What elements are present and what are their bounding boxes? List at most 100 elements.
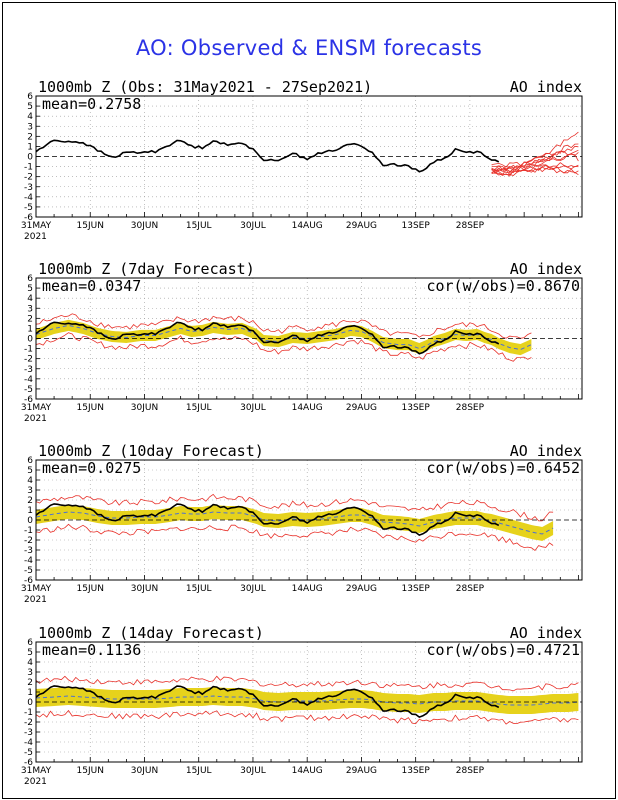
y-tick-label: 1 (27, 324, 33, 334)
panel-3: 1000mb Z (10day Forecast) AO index 6543210… (21, 442, 583, 605)
mean-stat: mean=0.2758 (42, 95, 141, 113)
y-tick-label: 6 (27, 638, 33, 648)
x-tick-label: 30JUL (240, 766, 266, 776)
panel-right-label: AO index (510, 442, 582, 460)
x-tick-label: 14AUG (292, 403, 323, 413)
y-tick-label: 4 (27, 658, 33, 668)
x-tick-label: 31MAY (21, 221, 52, 231)
y-tick-label: 0 (27, 335, 33, 345)
forecast-member-line (491, 131, 579, 174)
panel-right-label: AO index (510, 624, 582, 642)
x-tick-label: 30JUN (131, 221, 158, 231)
x-tick-label: 15JUL (186, 221, 212, 231)
y-tick-label: -2 (24, 355, 33, 365)
x-tick-label: 13SEP (402, 584, 431, 594)
forecast-member-line (491, 165, 579, 171)
mean-stat: mean=0.1136 (42, 641, 141, 659)
x-tick-label: 31MAY (21, 584, 52, 594)
y-tick-label: 2 (27, 678, 33, 688)
y-tick-label: 3 (27, 668, 33, 678)
envelope-lower (36, 523, 554, 552)
x-tick-label: 30JUL (240, 403, 266, 413)
y-tick-label: 3 (27, 486, 33, 496)
x-tick-label: 28SEP (456, 403, 485, 413)
x-tick-label: 15JUL (186, 403, 212, 413)
y-tick-label: 5 (27, 466, 33, 476)
x-tick-label: 29AUG (346, 766, 377, 776)
x-tick-label: 28SEP (456, 584, 485, 594)
correlation-stat: cor(w/obs)=0.8670 (426, 277, 580, 295)
y-tick-label: 3 (27, 304, 33, 314)
observed-line (36, 685, 500, 718)
y-tick-label: 3 (27, 122, 33, 132)
ensemble-spread (36, 319, 532, 356)
envelope-upper (36, 313, 532, 339)
x-tick-label: 30JUL (240, 221, 266, 231)
x-tick-label: 15JUN (77, 584, 104, 594)
observed-line (36, 139, 500, 173)
y-tick-label: -5 (24, 566, 33, 576)
plot-area (36, 313, 582, 362)
y-tick-label: -5 (24, 748, 33, 758)
forecast-member-line (491, 149, 579, 168)
y-tick-label: 2 (27, 314, 33, 324)
y-tick-label: -4 (24, 193, 33, 203)
x-tick-label: 29AUG (346, 221, 377, 231)
y-tick-label: -6 (24, 758, 33, 768)
y-tick-label: 0 (27, 516, 33, 526)
y-tick-label: 0 (27, 153, 33, 163)
figure-title: AO: Observed & ENSM forecasts (135, 36, 483, 60)
y-tick-label: 1 (27, 142, 33, 152)
y-tick-label: 2 (27, 496, 33, 506)
y-tick-label: -4 (24, 556, 33, 566)
correlation-stat: cor(w/obs)=0.4721 (426, 641, 580, 659)
panel-title: 1000mb Z (7day Forecast) (38, 260, 255, 278)
y-tick-label: -6 (24, 576, 33, 586)
y-tick-label: 6 (27, 92, 33, 102)
year-label: 2021 (24, 414, 47, 424)
y-tick-label: 2 (27, 132, 33, 142)
panel-right-label: AO index (510, 260, 582, 278)
x-tick-label: 30JUL (240, 584, 266, 594)
x-tick-label: 30JUN (131, 584, 158, 594)
envelope-lower (36, 332, 532, 362)
panel-title: 1000mb Z (14day Forecast) (38, 624, 264, 642)
x-tick-label: 30JUN (131, 403, 158, 413)
x-tick-label: 14AUG (292, 584, 323, 594)
envelope-upper (36, 675, 579, 692)
y-tick-label: 6 (27, 456, 33, 466)
y-tick-label: -2 (24, 718, 33, 728)
x-tick-label: 15JUL (186, 584, 212, 594)
observed-line (36, 503, 500, 536)
panel-1: 1000mb Z (Obs: 31May2021 - 27Sep2021) AO … (21, 78, 583, 242)
y-tick-label: 4 (27, 294, 33, 304)
correlation-stat: cor(w/obs)=0.6452 (426, 459, 580, 477)
observed-line (36, 321, 500, 355)
y-tick-label: 4 (27, 112, 33, 122)
y-tick-label: -3 (24, 365, 33, 375)
y-tick-label: 4 (27, 476, 33, 486)
y-tick-label: -1 (24, 163, 33, 173)
y-tick-label: -3 (24, 183, 33, 193)
x-tick-label: 28SEP (456, 221, 485, 231)
forecast-member-line (491, 143, 579, 177)
y-tick-label: -3 (24, 728, 33, 738)
x-tick-label: 29AUG (346, 403, 377, 413)
y-tick-label: -6 (24, 213, 33, 223)
forecast-member-line (491, 167, 579, 174)
x-tick-label: 29AUG (346, 584, 377, 594)
y-tick-label: -3 (24, 546, 33, 556)
panel-title: 1000mb Z (10day Forecast) (38, 442, 264, 460)
mean-stat: mean=0.0347 (42, 277, 141, 295)
y-tick-label: 1 (27, 688, 33, 698)
y-tick-label: 0 (27, 698, 33, 708)
mean-stat: mean=0.0275 (42, 459, 141, 477)
ensemble-mean-line (36, 511, 554, 535)
y-tick-label: 5 (27, 284, 33, 294)
x-tick-label: 14AUG (292, 766, 323, 776)
x-tick-label: 28SEP (456, 766, 485, 776)
panel-right-label: AO index (510, 78, 582, 96)
year-label: 2021 (24, 595, 47, 605)
